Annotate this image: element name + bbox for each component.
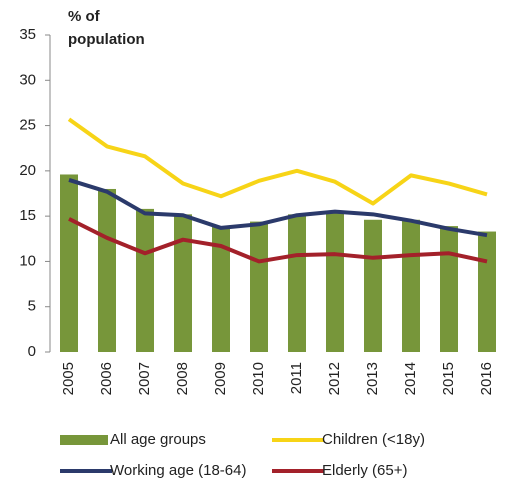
bar <box>364 219 382 352</box>
y-tick-label: 0 <box>28 343 36 360</box>
y-tick-label: 20 <box>19 162 36 179</box>
bar <box>136 208 154 352</box>
bar <box>402 219 420 352</box>
x-tick-label: 2016 <box>478 362 495 395</box>
line <box>67 117 488 206</box>
y-tick-label: 30 <box>19 71 36 88</box>
x-tick-label: 2014 <box>402 362 419 395</box>
bar <box>212 226 230 352</box>
x-tick-label: 2005 <box>60 362 77 395</box>
y-tick-label: 35 <box>19 26 36 43</box>
bar <box>250 221 268 352</box>
bar <box>440 226 458 352</box>
x-tick-label: 2006 <box>98 362 115 395</box>
y-tick-label: 25 <box>19 117 36 134</box>
x-tick-label: 2008 <box>174 362 191 395</box>
x-tick-label: 2010 <box>250 362 267 395</box>
legend-label: Elderly (65+) <box>322 462 407 479</box>
y-axis-label: % of <box>68 8 101 25</box>
legend-label: Working age (18-64) <box>110 462 246 479</box>
x-tick-label: 2012 <box>326 362 343 395</box>
bar <box>478 231 496 352</box>
y-axis-label: population <box>68 31 145 48</box>
x-tick-label: 2015 <box>440 362 457 395</box>
x-tick-label: 2013 <box>364 362 381 395</box>
legend-label: All age groups <box>110 431 206 448</box>
bar <box>326 211 344 352</box>
x-tick-label: 2009 <box>212 362 229 395</box>
bar <box>288 214 306 352</box>
line <box>68 178 488 238</box>
bar <box>60 174 78 352</box>
y-tick-label: 10 <box>19 252 36 269</box>
line <box>68 217 488 264</box>
x-tick-label: 2007 <box>136 362 153 395</box>
bar <box>174 214 192 352</box>
legend-swatch <box>60 435 108 445</box>
y-tick-label: 15 <box>19 207 36 224</box>
legend-label: Children (<18y) <box>322 431 425 448</box>
bar <box>98 188 116 352</box>
y-tick-label: 5 <box>28 298 36 315</box>
x-tick-label: 2011 <box>288 362 305 394</box>
